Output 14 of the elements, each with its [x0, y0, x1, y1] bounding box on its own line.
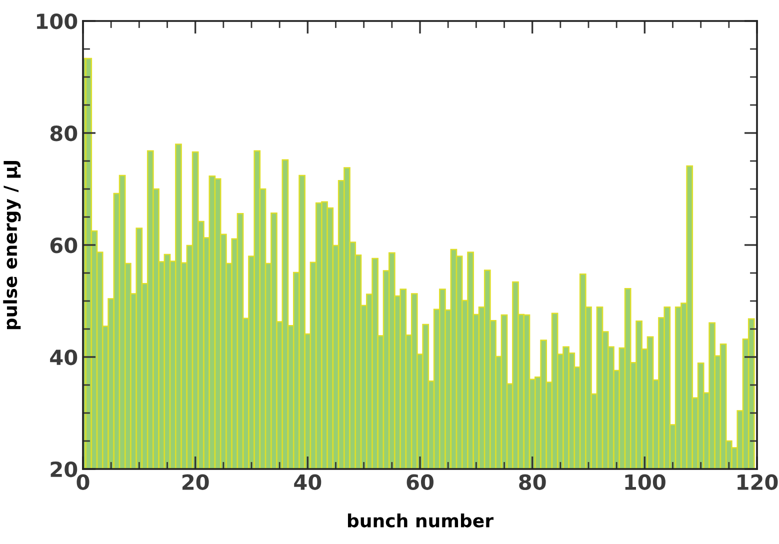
y-axis-title: pulse energy / μJ — [3, 160, 21, 330]
x-tick-label: 20 — [182, 474, 209, 490]
x-axis-title: bunch number — [348, 513, 494, 528]
y-tick-label: 100 — [37, 13, 78, 30]
y-tick-label: 40 — [50, 349, 78, 366]
x-tick-label: 40 — [294, 474, 322, 490]
y-tick-label: 20 — [50, 461, 78, 478]
x-tick-label: 0 — [76, 474, 90, 490]
x-tick-label: 120 — [738, 474, 778, 490]
x-tick-label: 100 — [625, 474, 666, 490]
y-tick-label: 80 — [50, 125, 78, 142]
x-tick-label: 60 — [406, 474, 434, 490]
y-tick-label: 60 — [50, 237, 78, 254]
x-tick-label: 80 — [519, 474, 546, 490]
